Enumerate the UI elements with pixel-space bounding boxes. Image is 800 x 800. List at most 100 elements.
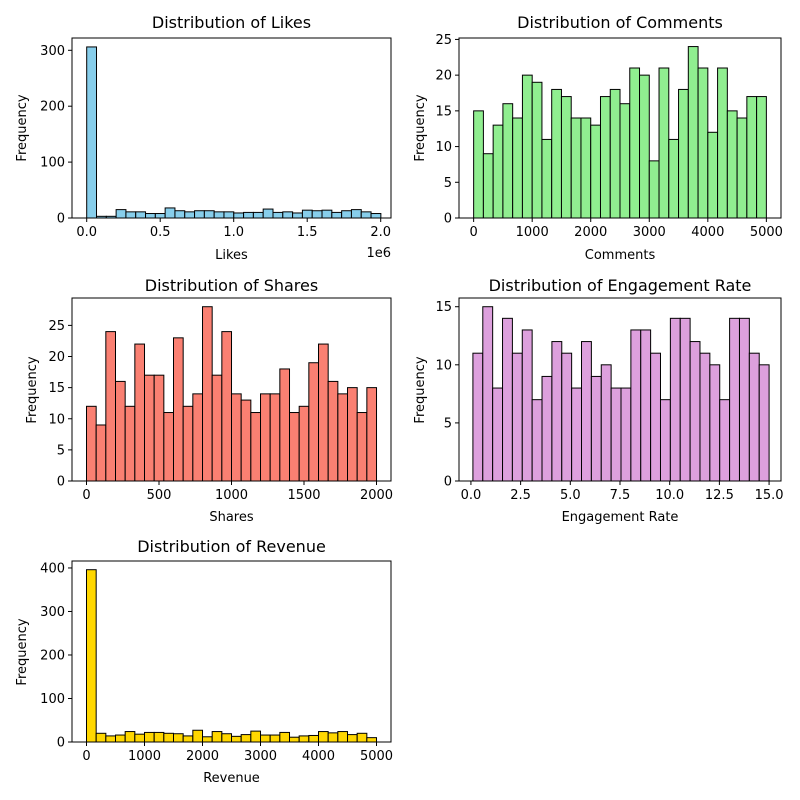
- y-tick-label: 0: [57, 212, 65, 227]
- bars: [86, 569, 378, 743]
- y-tick-label: 100: [40, 692, 65, 707]
- histogram-bar: [260, 393, 271, 482]
- revenue-histogram: Distribution of Revenue Revenue Frequenc…: [15, 537, 393, 786]
- histogram-bar: [541, 138, 553, 219]
- histogram-bar: [154, 213, 166, 219]
- histogram-bar: [492, 124, 504, 219]
- histogram-bar: [145, 213, 156, 219]
- x-tick-label: 15.0: [755, 488, 784, 503]
- x-offset-text: 1e6: [366, 246, 391, 261]
- chart-title: Distribution of Comments: [517, 13, 723, 32]
- histogram-bar: [153, 731, 165, 743]
- chart-title: Distribution of Revenue: [137, 537, 326, 556]
- y-tick-label: 15: [435, 104, 452, 119]
- axes-frame: [458, 37, 782, 219]
- histogram-bar: [298, 735, 310, 743]
- histogram-bar: [250, 730, 262, 743]
- histogram-bar: [173, 337, 184, 482]
- x-tick-label: 3000: [633, 225, 666, 240]
- y-axis-label: Frequency: [25, 356, 40, 423]
- histogram-bar: [289, 412, 300, 482]
- y-tick-label: 10: [435, 140, 452, 155]
- histogram-bar: [370, 213, 382, 219]
- histogram-bar: [327, 732, 339, 743]
- histogram-bar: [512, 117, 523, 219]
- histogram-bar: [502, 103, 514, 219]
- histogram-bar: [630, 329, 642, 482]
- histogram-bar: [202, 736, 213, 743]
- x-tick-label: 7.5: [610, 488, 631, 503]
- histogram-bar: [260, 734, 271, 743]
- histogram-bar: [678, 88, 689, 219]
- histogram-bar: [717, 67, 728, 219]
- x-tick-label: 2000: [360, 488, 393, 503]
- histogram-bar: [687, 46, 699, 219]
- histogram-bar: [240, 734, 252, 743]
- histogram-bar: [252, 211, 264, 219]
- histogram-bar: [318, 731, 329, 743]
- y-axis-label: Frequency: [413, 356, 428, 423]
- y-tick-label: 25: [435, 33, 452, 48]
- x-tick-label: 4000: [302, 749, 335, 764]
- histogram-bar: [279, 731, 291, 743]
- histogram-bar: [86, 405, 97, 482]
- histogram-bar: [629, 67, 641, 219]
- x-tick-label: 0: [82, 488, 90, 503]
- histogram-bar: [134, 343, 146, 482]
- histogram-bar: [86, 569, 97, 743]
- histogram-bar: [726, 110, 738, 219]
- histogram-bar: [610, 387, 622, 482]
- histogram-bar: [697, 67, 709, 219]
- histogram-bar: [105, 331, 117, 482]
- y-tick-label: 300: [40, 605, 65, 620]
- axes-frame: [71, 37, 392, 219]
- histogram-bar: [269, 734, 281, 743]
- histogram-bar: [531, 399, 543, 482]
- histogram-bar: [561, 352, 573, 482]
- likes-histogram: Distribution of Likes Likes Frequency 1e…: [15, 13, 392, 263]
- histogram-bar: [231, 735, 242, 743]
- y-axis-label: Frequency: [413, 94, 428, 161]
- histogram-bar: [231, 393, 242, 482]
- histogram-bar: [639, 74, 650, 219]
- histogram-bar: [659, 399, 671, 482]
- histogram-bar: [570, 117, 582, 219]
- histogram-bar: [211, 731, 223, 743]
- histogram-bar: [746, 96, 758, 219]
- engagement-rate-histogram: Distribution of Engagement Rate Engageme…: [413, 276, 784, 525]
- histogram-bar: [599, 96, 611, 219]
- y-axis-label: Frequency: [15, 618, 30, 685]
- histogram-bar: [331, 211, 343, 219]
- histogram-bar: [184, 211, 196, 219]
- histogram-bar: [115, 734, 126, 743]
- x-axis-label: Comments: [585, 248, 656, 263]
- histogram-bar: [311, 210, 323, 219]
- histogram-bar: [192, 729, 204, 743]
- histogram-bar: [736, 117, 748, 219]
- histogram-bar: [134, 733, 146, 743]
- x-tick-label: 1000: [128, 749, 161, 764]
- histogram-bar: [301, 209, 313, 219]
- x-tick-label: 0.0: [461, 488, 482, 503]
- histogram-bar: [620, 387, 632, 482]
- histogram-bar: [571, 387, 583, 482]
- histogram-bar: [144, 374, 155, 482]
- y-tick-label: 5: [444, 416, 452, 431]
- histogram-bar: [262, 208, 274, 219]
- histogram-bar: [341, 210, 352, 219]
- histogram-bar: [272, 211, 284, 219]
- x-tick-label: 0: [469, 225, 477, 240]
- histogram-bar: [233, 212, 245, 219]
- x-tick-label: 3000: [244, 749, 277, 764]
- histogram-bar: [356, 732, 368, 743]
- histogram-bar: [707, 131, 719, 219]
- x-tick-label: 4000: [691, 225, 724, 240]
- x-tick-label: 5.0: [560, 488, 581, 503]
- histogram-bar: [115, 380, 126, 482]
- x-tick-label: 10.0: [655, 488, 684, 503]
- y-axis-label: Frequency: [15, 94, 30, 161]
- x-axis-label: Engagement Rate: [562, 510, 679, 525]
- chart-title: Distribution of Likes: [152, 13, 311, 32]
- x-tick-label: 2.5: [510, 488, 531, 503]
- histogram-bar: [115, 209, 127, 219]
